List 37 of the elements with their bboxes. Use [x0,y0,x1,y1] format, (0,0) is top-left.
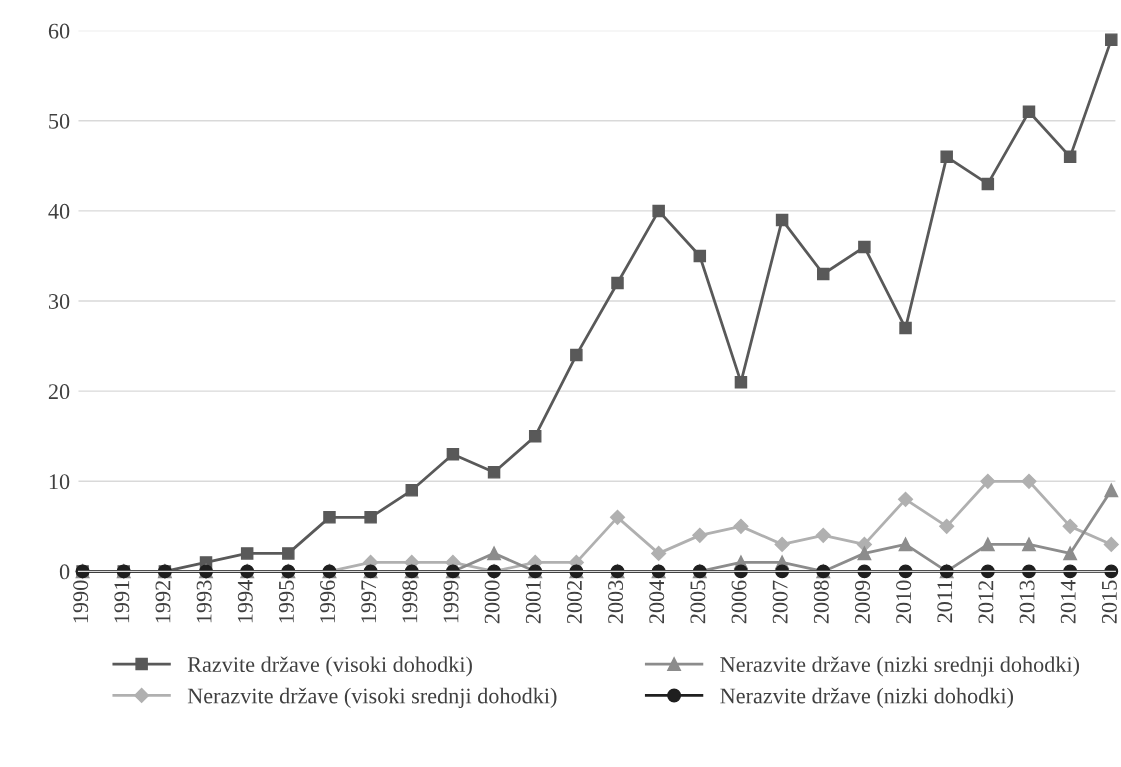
x-tick-label: 2007 [772,580,788,624]
x-tick-label: 2006 [731,580,747,624]
y-tick-label: 40 [48,203,70,219]
legend-label: Razvite države (visoki dohodki) [187,656,472,677]
x-tick-label: 2000 [484,580,500,624]
x-tick-label: 1996 [320,580,336,623]
x-tick-label: 1999 [443,580,459,623]
y-tick-label: 10 [49,474,70,490]
x-tick-label: 2010 [896,580,912,624]
y-tick-label: 60 [48,23,70,39]
x-tick-label: 2002 [566,580,582,624]
x-tick-label: 1994 [237,580,253,623]
x-tick-label: 2009 [854,580,870,624]
x-tick-label: 2012 [978,580,994,624]
x-tick-label: 2005 [690,580,706,624]
x-tick-label: 2011 [937,581,953,623]
x-tick-label: 1991 [114,581,130,623]
x-tick-label: 2001 [525,581,541,624]
legend-label: Nerazvite države (nizki srednji dohodki) [720,656,1080,677]
x-tick-label: 1993 [196,580,212,623]
y-tick-label: 0 [59,564,70,580]
x-tick-label: 2013 [1019,580,1035,624]
y-tick-label: 30 [48,293,70,309]
y-tick-label: 50 [49,113,70,129]
x-tick-label: 1990 [73,580,89,623]
x-tick-label: 2003 [608,580,624,624]
x-tick-label: 1998 [402,580,418,623]
legend-label: Nerazvite države (nizki dohodki) [720,687,1013,708]
x-tick-label: 1992 [155,580,171,623]
x-tick-label: 2008 [813,580,829,624]
legend-label: Nerazvite države (visoki srednji dohodki) [187,687,557,708]
x-tick-label: 2004 [649,580,665,624]
x-tick-label: 1995 [278,580,294,623]
x-tick-label: 2014 [1060,580,1076,624]
y-tick-label: 20 [48,384,70,400]
x-tick-label: 2015 [1101,580,1117,624]
x-tick-label: 1997 [361,580,377,623]
